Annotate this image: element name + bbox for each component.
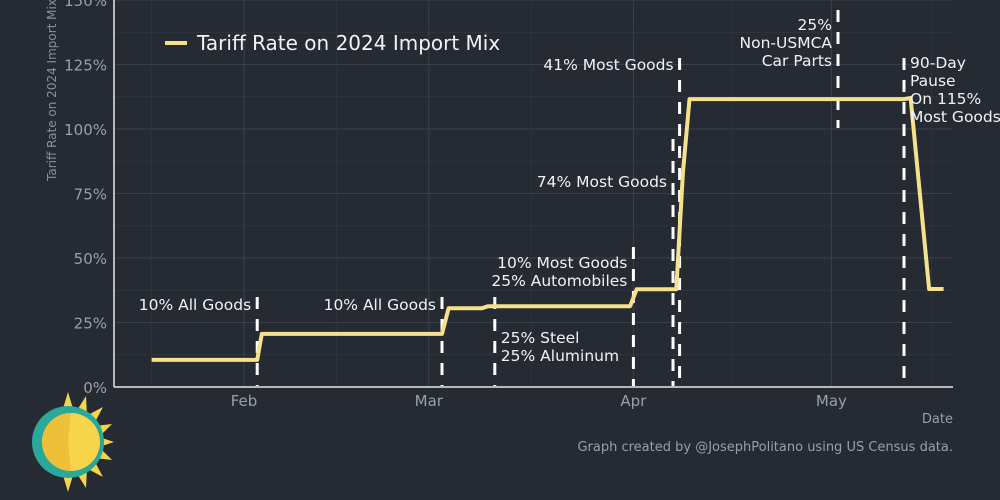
x-tick-label: May	[816, 392, 847, 410]
event-annotation: 25% Non-USMCA Car Parts	[740, 16, 833, 70]
y-tick-label: 50%	[74, 250, 107, 268]
x-tick-label: Apr	[620, 392, 647, 410]
y-tick-label: 125%	[64, 57, 107, 75]
y-tick-label: 75%	[74, 186, 107, 204]
y-tick-label: 0%	[83, 379, 107, 397]
sun-shade-icon	[42, 413, 71, 471]
credit-text: Graph created by @JosephPolitano using U…	[577, 440, 953, 455]
grid-lines	[114, 0, 953, 388]
x-tick-label: Feb	[231, 392, 258, 410]
legend-label: Tariff Rate on 2024 Import Mix	[196, 31, 500, 55]
event-annotation: 41% Most Goods	[543, 56, 673, 74]
y-tick-label: 100%	[64, 121, 107, 139]
y-tick-labels: 0% 25% 50% 75% 100% 125% 150%	[64, 0, 107, 397]
axes	[113, 0, 953, 388]
event-annotation: 10% Most Goods 25% Automobiles	[491, 254, 627, 290]
y-axis-title: Tariff Rate on 2024 Import Mix	[45, 0, 59, 182]
legend: Tariff Rate on 2024 Import Mix	[165, 31, 500, 55]
event-annotation: 90-Day Pause On 115% Most Goods	[910, 54, 1000, 126]
y-tick-label: 25%	[74, 315, 107, 333]
x-axis-title: Date	[922, 412, 953, 427]
event-annotation: 25% Steel 25% Aluminum	[501, 329, 619, 365]
x-tick-labels: Feb Mar Apr May	[231, 392, 847, 410]
event-annotation: 10% All Goods	[324, 296, 436, 314]
event-annotations: 10% All Goods 10% All Goods 25% Steel 25% A…	[139, 16, 1000, 365]
sun-logo	[32, 392, 114, 492]
x-tick-label: Mar	[415, 392, 444, 410]
event-annotation: 74% Most Goods	[537, 173, 667, 191]
series-line	[151, 96, 944, 362]
event-annotation: 10% All Goods	[139, 296, 251, 314]
series-group	[151, 96, 944, 362]
y-tick-label: 150%	[64, 0, 107, 10]
